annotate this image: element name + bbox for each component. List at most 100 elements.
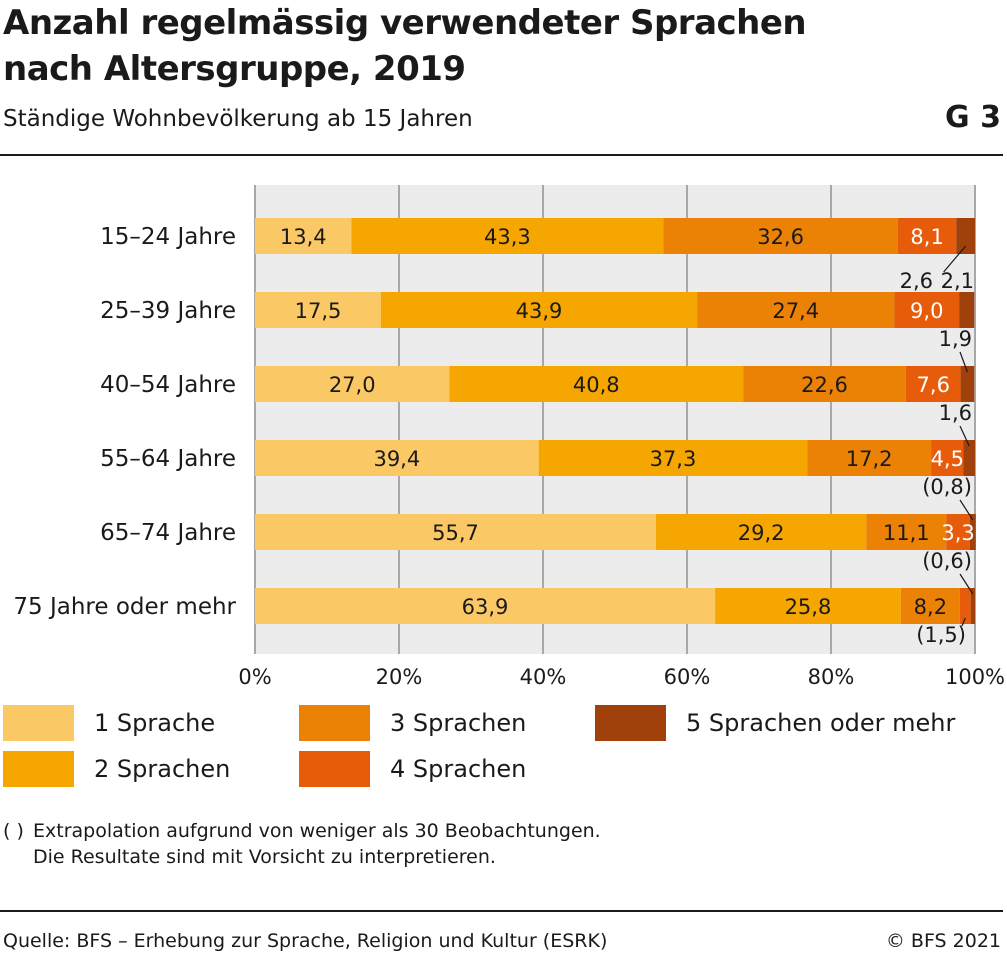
data-label: 1,6 xyxy=(939,401,972,425)
data-label: 2,6 xyxy=(900,269,933,293)
legend-label: 4 Sprachen xyxy=(390,755,527,783)
data-label: 4,5 xyxy=(931,447,964,471)
bar-segment xyxy=(449,366,744,402)
leader-line xyxy=(959,351,969,373)
bar-segment xyxy=(255,366,450,402)
bar-segment xyxy=(956,218,975,254)
legend-item-3-sprachen: 3 Sprachen xyxy=(299,705,526,741)
bar-segment xyxy=(905,366,961,402)
data-label: 43,3 xyxy=(484,225,531,249)
data-label: 1,9 xyxy=(939,327,972,351)
legend-label: 3 Sprachen xyxy=(390,709,527,737)
data-label: 17,2 xyxy=(846,447,893,471)
chart-title: Anzahl regelmässig verwendeter Sprachen … xyxy=(3,3,807,89)
bar-segment xyxy=(255,514,657,550)
category-label: 15–24 Jahre xyxy=(100,224,236,250)
leader-line xyxy=(959,499,974,521)
data-label: 29,2 xyxy=(738,521,785,545)
footnote: ( ) Extrapolation aufgrund von weniger al… xyxy=(3,818,601,870)
legend-label: 2 Sprachen xyxy=(94,755,231,783)
copyright: © BFS 2021 xyxy=(885,930,1001,952)
data-label: 11,1 xyxy=(883,521,930,545)
legend: 1 Sprache 2 Sprachen 3 Sprachen 4 Sprach… xyxy=(0,705,1007,795)
legend-label: 1 Sprache xyxy=(94,709,216,737)
data-label: 22,6 xyxy=(801,373,848,397)
data-label: 17,5 xyxy=(295,299,342,323)
x-tick-label: 80% xyxy=(808,665,855,689)
data-label: (1,5) xyxy=(916,623,966,647)
legend-swatch xyxy=(299,705,370,741)
bar-segment xyxy=(866,514,947,550)
bar-segment xyxy=(931,440,964,476)
data-label: (0,6) xyxy=(922,549,972,573)
data-label: 40,8 xyxy=(573,373,620,397)
leader-line xyxy=(943,245,967,273)
data-label: 25,8 xyxy=(785,595,832,619)
footnote-line-1: Extrapolation aufgrund von weniger als 3… xyxy=(33,820,601,842)
data-label: 9,0 xyxy=(910,299,943,323)
data-label: 3,3 xyxy=(941,521,974,545)
category-label: 75 Jahre oder mehr xyxy=(13,594,236,620)
bottom-rule xyxy=(0,910,1003,912)
data-label: 43,9 xyxy=(516,299,563,323)
data-label: 32,6 xyxy=(757,225,804,249)
bar-segment xyxy=(743,366,906,402)
legend-item-2-sprachen: 2 Sprachen xyxy=(3,751,230,787)
bar-segment xyxy=(656,514,867,550)
leader-line xyxy=(959,425,970,447)
bar-segment xyxy=(381,292,698,328)
data-label: 39,4 xyxy=(373,447,420,471)
x-tick-label: 40% xyxy=(520,665,567,689)
footnote-symbol: ( ) xyxy=(3,820,24,842)
data-label: 7,6 xyxy=(917,373,950,397)
bar-segment xyxy=(255,292,381,328)
bar-segment xyxy=(807,440,932,476)
category-label: 40–54 Jahre xyxy=(100,372,236,398)
bar-segment xyxy=(960,366,975,402)
leader-line xyxy=(959,573,974,595)
bar-segment xyxy=(255,440,539,476)
data-label: 13,4 xyxy=(280,225,327,249)
bar-segment xyxy=(969,514,976,550)
category-label: 55–64 Jahre xyxy=(100,446,236,472)
legend-item-4-sprachen: 4 Sprachen xyxy=(299,751,526,787)
x-tick-label: 100% xyxy=(945,665,1005,689)
bar-segment xyxy=(894,292,960,328)
bar-segment xyxy=(963,440,975,476)
data-label: 63,9 xyxy=(462,595,509,619)
bar-segment xyxy=(697,292,895,328)
leader-line xyxy=(961,617,966,627)
legend-item-5-sprachen: 5 Sprachen oder mehr xyxy=(595,705,955,741)
bar-segment xyxy=(255,218,352,254)
data-label: (0,8) xyxy=(922,475,972,499)
data-label: 27,0 xyxy=(329,373,376,397)
bar-segment xyxy=(663,218,898,254)
bar-segment xyxy=(959,292,975,328)
legend-swatch xyxy=(3,705,74,741)
chart-subtitle: Ständige Wohnbevölkerung ab 15 Jahren xyxy=(3,106,473,132)
bar-segment xyxy=(897,218,957,254)
x-tick-label: 0% xyxy=(238,665,271,689)
legend-swatch xyxy=(299,751,370,787)
data-label: 37,3 xyxy=(650,447,697,471)
bar-chart: 0% 20% 40% 60% 80% 100% 15–24 Jahre 13,4 43,3 32,… xyxy=(13,185,1005,689)
legend-label: 5 Sprachen oder mehr xyxy=(686,709,956,737)
data-label: 8,2 xyxy=(914,595,947,619)
bar-segment xyxy=(970,588,975,624)
plot-background xyxy=(255,185,975,654)
bar-segment xyxy=(946,514,970,550)
bar-segment xyxy=(538,440,808,476)
top-rule xyxy=(0,154,1003,156)
footnote-line-2: Die Resultate sind mit Vorsicht zu inter… xyxy=(33,846,496,868)
bar-segment xyxy=(351,218,664,254)
bar-segment xyxy=(255,588,716,624)
bar-segment xyxy=(959,588,971,624)
data-label: 2,1 xyxy=(941,269,974,293)
data-label: 27,4 xyxy=(772,299,819,323)
bar-segment xyxy=(715,588,901,624)
legend-swatch xyxy=(595,705,666,741)
data-label: 8,1 xyxy=(910,225,943,249)
category-label: 65–74 Jahre xyxy=(100,520,236,546)
data-label: 55,7 xyxy=(432,521,479,545)
source-note: Quelle: BFS – Erhebung zur Sprache, Reli… xyxy=(3,930,608,952)
